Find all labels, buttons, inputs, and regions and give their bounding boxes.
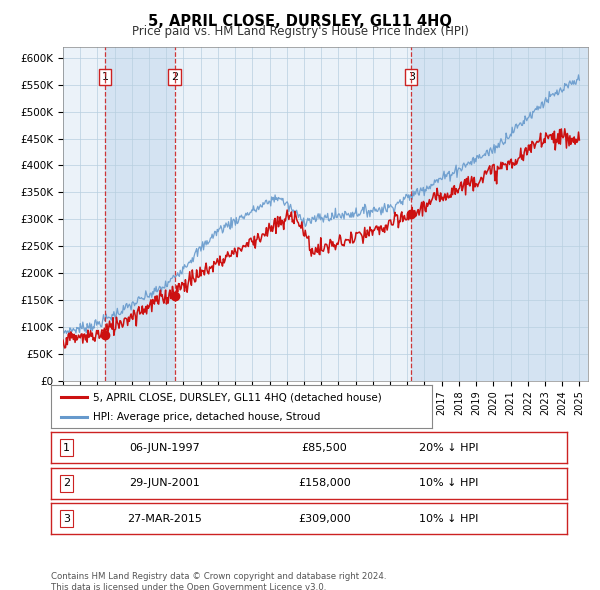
Bar xyxy=(63,47,105,381)
Text: 3: 3 xyxy=(408,72,415,82)
Text: 10% ↓ HPI: 10% ↓ HPI xyxy=(419,514,478,523)
Text: 29-JUN-2001: 29-JUN-2001 xyxy=(129,478,200,488)
Text: £85,500: £85,500 xyxy=(302,443,347,453)
Text: £309,000: £309,000 xyxy=(298,514,351,523)
Text: Price paid vs. HM Land Registry's House Price Index (HPI): Price paid vs. HM Land Registry's House … xyxy=(131,25,469,38)
Text: 2: 2 xyxy=(63,478,70,488)
Text: 1: 1 xyxy=(63,443,70,453)
Text: 27-MAR-2015: 27-MAR-2015 xyxy=(127,514,202,523)
Text: HPI: Average price, detached house, Stroud: HPI: Average price, detached house, Stro… xyxy=(93,412,320,422)
Text: 5, APRIL CLOSE, DURSLEY, GL11 4HQ (detached house): 5, APRIL CLOSE, DURSLEY, GL11 4HQ (detac… xyxy=(93,392,382,402)
Text: 1: 1 xyxy=(101,72,109,82)
Bar xyxy=(175,47,411,381)
Text: 2: 2 xyxy=(171,72,178,82)
Text: 06-JUN-1997: 06-JUN-1997 xyxy=(129,443,200,453)
Bar xyxy=(105,47,175,381)
Text: 10% ↓ HPI: 10% ↓ HPI xyxy=(419,478,478,488)
Text: 20% ↓ HPI: 20% ↓ HPI xyxy=(419,443,478,453)
Bar xyxy=(411,47,588,381)
Text: 5, APRIL CLOSE, DURSLEY, GL11 4HQ: 5, APRIL CLOSE, DURSLEY, GL11 4HQ xyxy=(148,14,452,29)
Text: Contains HM Land Registry data © Crown copyright and database right 2024.
This d: Contains HM Land Registry data © Crown c… xyxy=(51,572,386,590)
Text: £158,000: £158,000 xyxy=(298,478,351,488)
Text: 3: 3 xyxy=(63,514,70,523)
